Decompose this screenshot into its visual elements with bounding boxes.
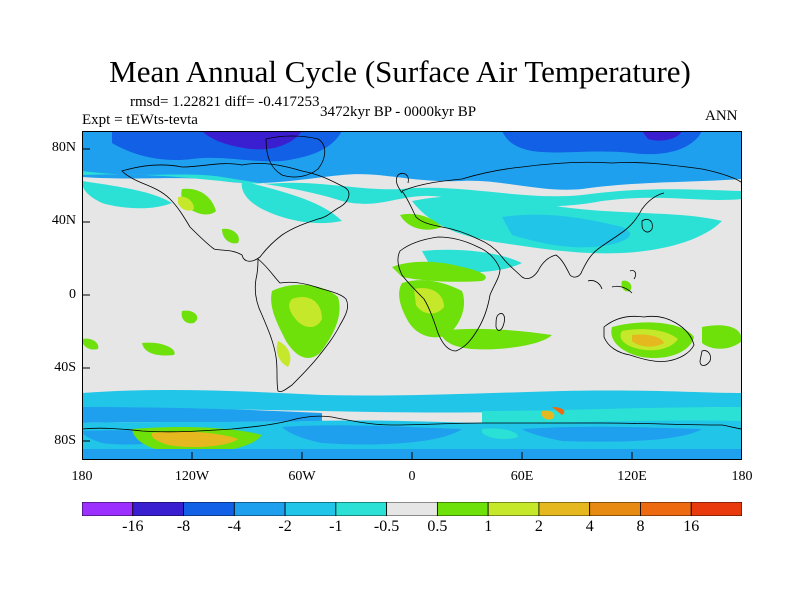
maritime-continent-outline (587, 270, 637, 294)
colorbar-swatch (132, 502, 184, 516)
experiment-label: Expt = tEWts-tevta (82, 112, 198, 128)
x-tick-label: 60E (510, 469, 534, 484)
colorbar-swatch (82, 502, 134, 516)
x-tick-label: 0 (408, 469, 416, 484)
uk-outline (395, 173, 409, 194)
colorbar-swatch (284, 502, 337, 516)
colorbar-swatch (589, 502, 641, 516)
axis-ticks (82, 148, 633, 460)
madagascar-outline (495, 313, 505, 331)
x-tick-label: 120E (617, 469, 647, 484)
colorbar-swatch (335, 502, 388, 516)
y-tick-label: 40N (51, 213, 76, 228)
colorbar-label: 1 (484, 518, 493, 535)
australia-outline (603, 315, 695, 362)
greenland-outline (265, 135, 326, 178)
map-plot (82, 131, 742, 460)
new-zealand-outline (699, 350, 711, 366)
colorbar (82, 502, 742, 516)
colorbar-label: -1 (329, 518, 343, 535)
x-tick-label: 180 (71, 469, 93, 484)
colorbar-swatch (640, 502, 692, 516)
colorbar-label: 2 (534, 518, 543, 535)
colorbar-swatch (538, 502, 591, 516)
coastlines (82, 135, 742, 433)
eurasia-outline (401, 161, 742, 279)
colorbar-label: 16 (683, 518, 700, 535)
africa-outline (397, 236, 501, 352)
colorbar-swatch (183, 502, 235, 516)
colorbar-label: -2 (278, 518, 292, 535)
colorbar-swatch (487, 502, 540, 516)
map-title: Mean Annual Cycle (Surface Air Temperatu… (109, 54, 691, 89)
colorbar-swatch (233, 502, 286, 516)
x-tick-label: 180 (731, 469, 753, 484)
y-tick-label: 80S (54, 433, 76, 448)
north-america-outline (121, 163, 350, 262)
colorbar-label: 4 (585, 518, 594, 535)
period-label: 3472kyr BP - 0000kyr BP (320, 104, 477, 120)
x-tick-label: 60W (288, 469, 316, 484)
colorbar-swatch (386, 502, 438, 516)
colorbar-label: 0.5 (427, 518, 448, 535)
colorbar-label: -16 (122, 518, 144, 535)
japan-outline (641, 219, 653, 233)
south-america-outline (254, 258, 348, 392)
season-label: ANN (705, 108, 738, 124)
y-tick-label: 40S (54, 360, 76, 375)
anomaly-fields (82, 131, 742, 460)
stats-text: rmsd= 1.22821 diff= -0.417253 (130, 94, 320, 110)
colorbar-label: -0.5 (373, 518, 400, 535)
colorbar-label: 8 (636, 518, 645, 535)
colorbar-swatch (436, 502, 489, 516)
colorbar-label: -8 (176, 518, 191, 535)
x-tick-label: 120W (174, 469, 210, 484)
antarctica-outline (82, 415, 742, 433)
colorbar-label: -4 (227, 518, 241, 535)
y-tick-label: 80N (51, 140, 76, 155)
colorbar-swatch (690, 502, 742, 516)
y-tick-label: 0 (69, 287, 76, 302)
